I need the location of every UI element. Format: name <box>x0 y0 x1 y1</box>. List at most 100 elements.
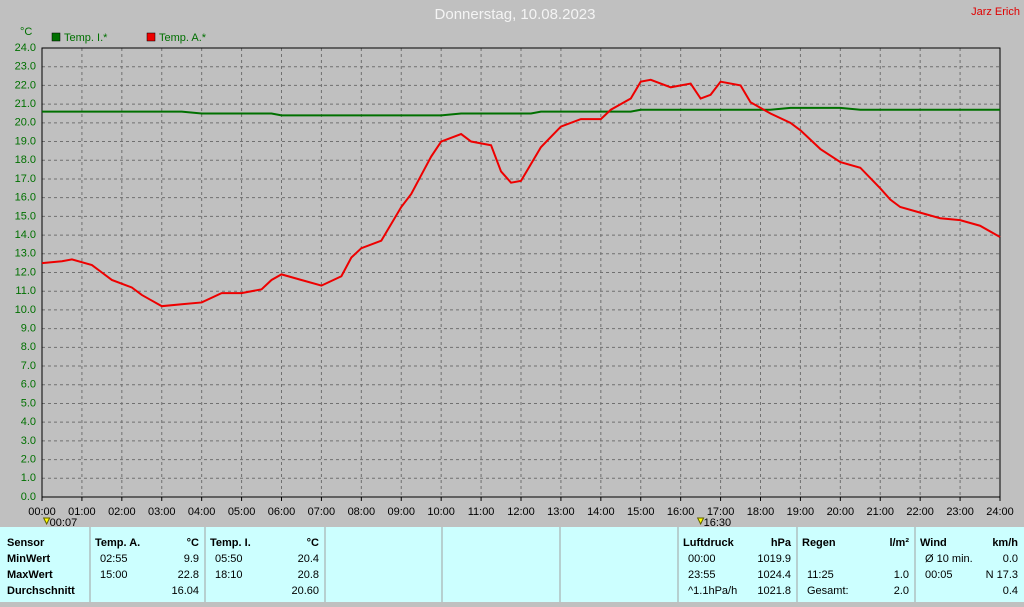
y-tick-label: 22.0 <box>15 79 36 91</box>
cell-value: 22.8 <box>178 569 199 581</box>
x-tick-label: 17:00 <box>707 506 735 518</box>
cell-value: 1021.8 <box>757 585 791 597</box>
x-tick-label: 22:00 <box>906 506 934 518</box>
row-label: MaxWert <box>7 569 53 581</box>
x-tick-label: 12:00 <box>507 506 535 518</box>
cell-label: Ø 10 min. <box>925 553 973 565</box>
cell-value: 9.9 <box>184 553 199 565</box>
series-line <box>41 78 1001 308</box>
cell-value: 1019.9 <box>757 553 791 565</box>
annotation-marker <box>696 517 705 526</box>
y-tick-label: 4.0 <box>21 416 36 428</box>
cell-label: 23:55 <box>688 569 716 581</box>
x-tick-label: 08:00 <box>348 506 376 518</box>
y-tick-label: 15.0 <box>15 210 36 222</box>
legend-swatch <box>146 32 156 42</box>
y-tick-label: 11.0 <box>15 285 36 297</box>
cell-label: 05:50 <box>215 553 243 565</box>
row-label: MinWert <box>7 553 51 565</box>
cell-value: 16.04 <box>171 585 199 597</box>
cell-label: 00:05 <box>925 569 953 581</box>
annotation-marker <box>42 517 51 526</box>
x-tick-label: 15:00 <box>627 506 655 518</box>
y-tick-label: 0.0 <box>21 491 36 503</box>
y-tick-label: 23.0 <box>15 61 36 73</box>
author: Jarz Erich <box>971 6 1020 18</box>
y-tick-label: 19.0 <box>15 135 36 147</box>
y-tick-label: 24.0 <box>15 42 36 54</box>
cell-value: N 17.3 <box>986 569 1018 581</box>
y-tick-label: 21.0 <box>15 98 36 110</box>
cell-value: 0.0 <box>1003 553 1018 565</box>
panel-header: Temp. I. <box>210 537 251 549</box>
cell-value: 20.4 <box>298 553 319 565</box>
chart-title: Donnerstag, 10.08.2023 <box>435 6 596 23</box>
row-label: Durchschnitt <box>7 585 75 597</box>
plot-border <box>41 47 1001 498</box>
panel-unit: °C <box>307 537 319 549</box>
y-tick-label: 20.0 <box>15 117 36 129</box>
panel-header: Wind <box>920 537 947 549</box>
cell-label: ^1.1hPa/h <box>688 585 737 597</box>
chart-background <box>0 0 1024 527</box>
y-tick-label: 6.0 <box>21 379 36 391</box>
x-tick-label: 02:00 <box>108 506 136 518</box>
panel-unit: l/m² <box>889 537 909 549</box>
cell-label: 18:10 <box>215 569 243 581</box>
y-tick-label: 13.0 <box>15 248 36 260</box>
y-tick-label: 1.0 <box>21 472 36 484</box>
cell-label: Gesamt: <box>807 585 849 597</box>
cell-label: 11:25 <box>807 569 834 581</box>
y-tick-label: 16.0 <box>15 192 36 204</box>
y-tick-label: 12.0 <box>15 266 36 278</box>
x-tick-label: 23:00 <box>946 506 974 518</box>
cell-value: 0.4 <box>1003 585 1018 597</box>
y-tick-label: 2.0 <box>21 453 36 465</box>
x-tick-label: 06:00 <box>268 506 296 518</box>
annotation: 16:30 <box>704 517 732 529</box>
cell-value: 1024.4 <box>757 569 791 581</box>
cell-value: 20.8 <box>298 569 319 581</box>
x-tick-label: 21:00 <box>866 506 894 518</box>
legend-label: Temp. I.* <box>64 32 108 44</box>
y-axis-label: °C <box>20 26 32 38</box>
annotation: 00:07 <box>50 517 78 529</box>
cell-value: 20.60 <box>291 585 319 597</box>
x-tick-label: 18:00 <box>747 506 775 518</box>
cell-value: 1.0 <box>894 569 909 581</box>
x-tick-label: 05:00 <box>228 506 256 518</box>
series-line <box>42 106 1000 117</box>
legend-label: Temp. A.* <box>159 32 207 44</box>
cell-label: 00:00 <box>688 553 716 565</box>
panel-unit: °C <box>187 537 199 549</box>
x-tick-label: 10:00 <box>427 506 455 518</box>
y-tick-label: 8.0 <box>21 341 36 353</box>
y-tick-label: 7.0 <box>21 360 36 372</box>
x-tick-label: 09:00 <box>387 506 415 518</box>
x-tick-label: 24:00 <box>986 506 1014 518</box>
panel-header: Regen <box>802 537 836 549</box>
legend-swatch <box>51 32 61 42</box>
y-tick-label: 3.0 <box>21 435 36 447</box>
y-tick-label: 14.0 <box>15 229 36 241</box>
table-background <box>0 527 1024 602</box>
panel-header: Temp. A. <box>95 537 140 549</box>
panel-unit: hPa <box>771 537 792 549</box>
x-tick-label: 01:00 <box>68 506 96 518</box>
x-tick-label: 13:00 <box>547 506 575 518</box>
y-tick-label: 10.0 <box>15 304 36 316</box>
x-tick-label: 19:00 <box>787 506 815 518</box>
x-tick-label: 04:00 <box>188 506 216 518</box>
row-label: Sensor <box>7 537 45 549</box>
x-tick-label: 07:00 <box>308 506 336 518</box>
x-tick-label: 00:00 <box>28 506 56 518</box>
cell-value: 2.0 <box>894 585 909 597</box>
x-tick-label: 16:00 <box>667 506 695 518</box>
cell-label: 02:55 <box>100 553 128 565</box>
x-tick-label: 14:00 <box>587 506 615 518</box>
y-tick-label: 17.0 <box>15 173 36 185</box>
y-tick-label: 18.0 <box>15 154 36 166</box>
y-tick-label: 9.0 <box>21 323 36 335</box>
